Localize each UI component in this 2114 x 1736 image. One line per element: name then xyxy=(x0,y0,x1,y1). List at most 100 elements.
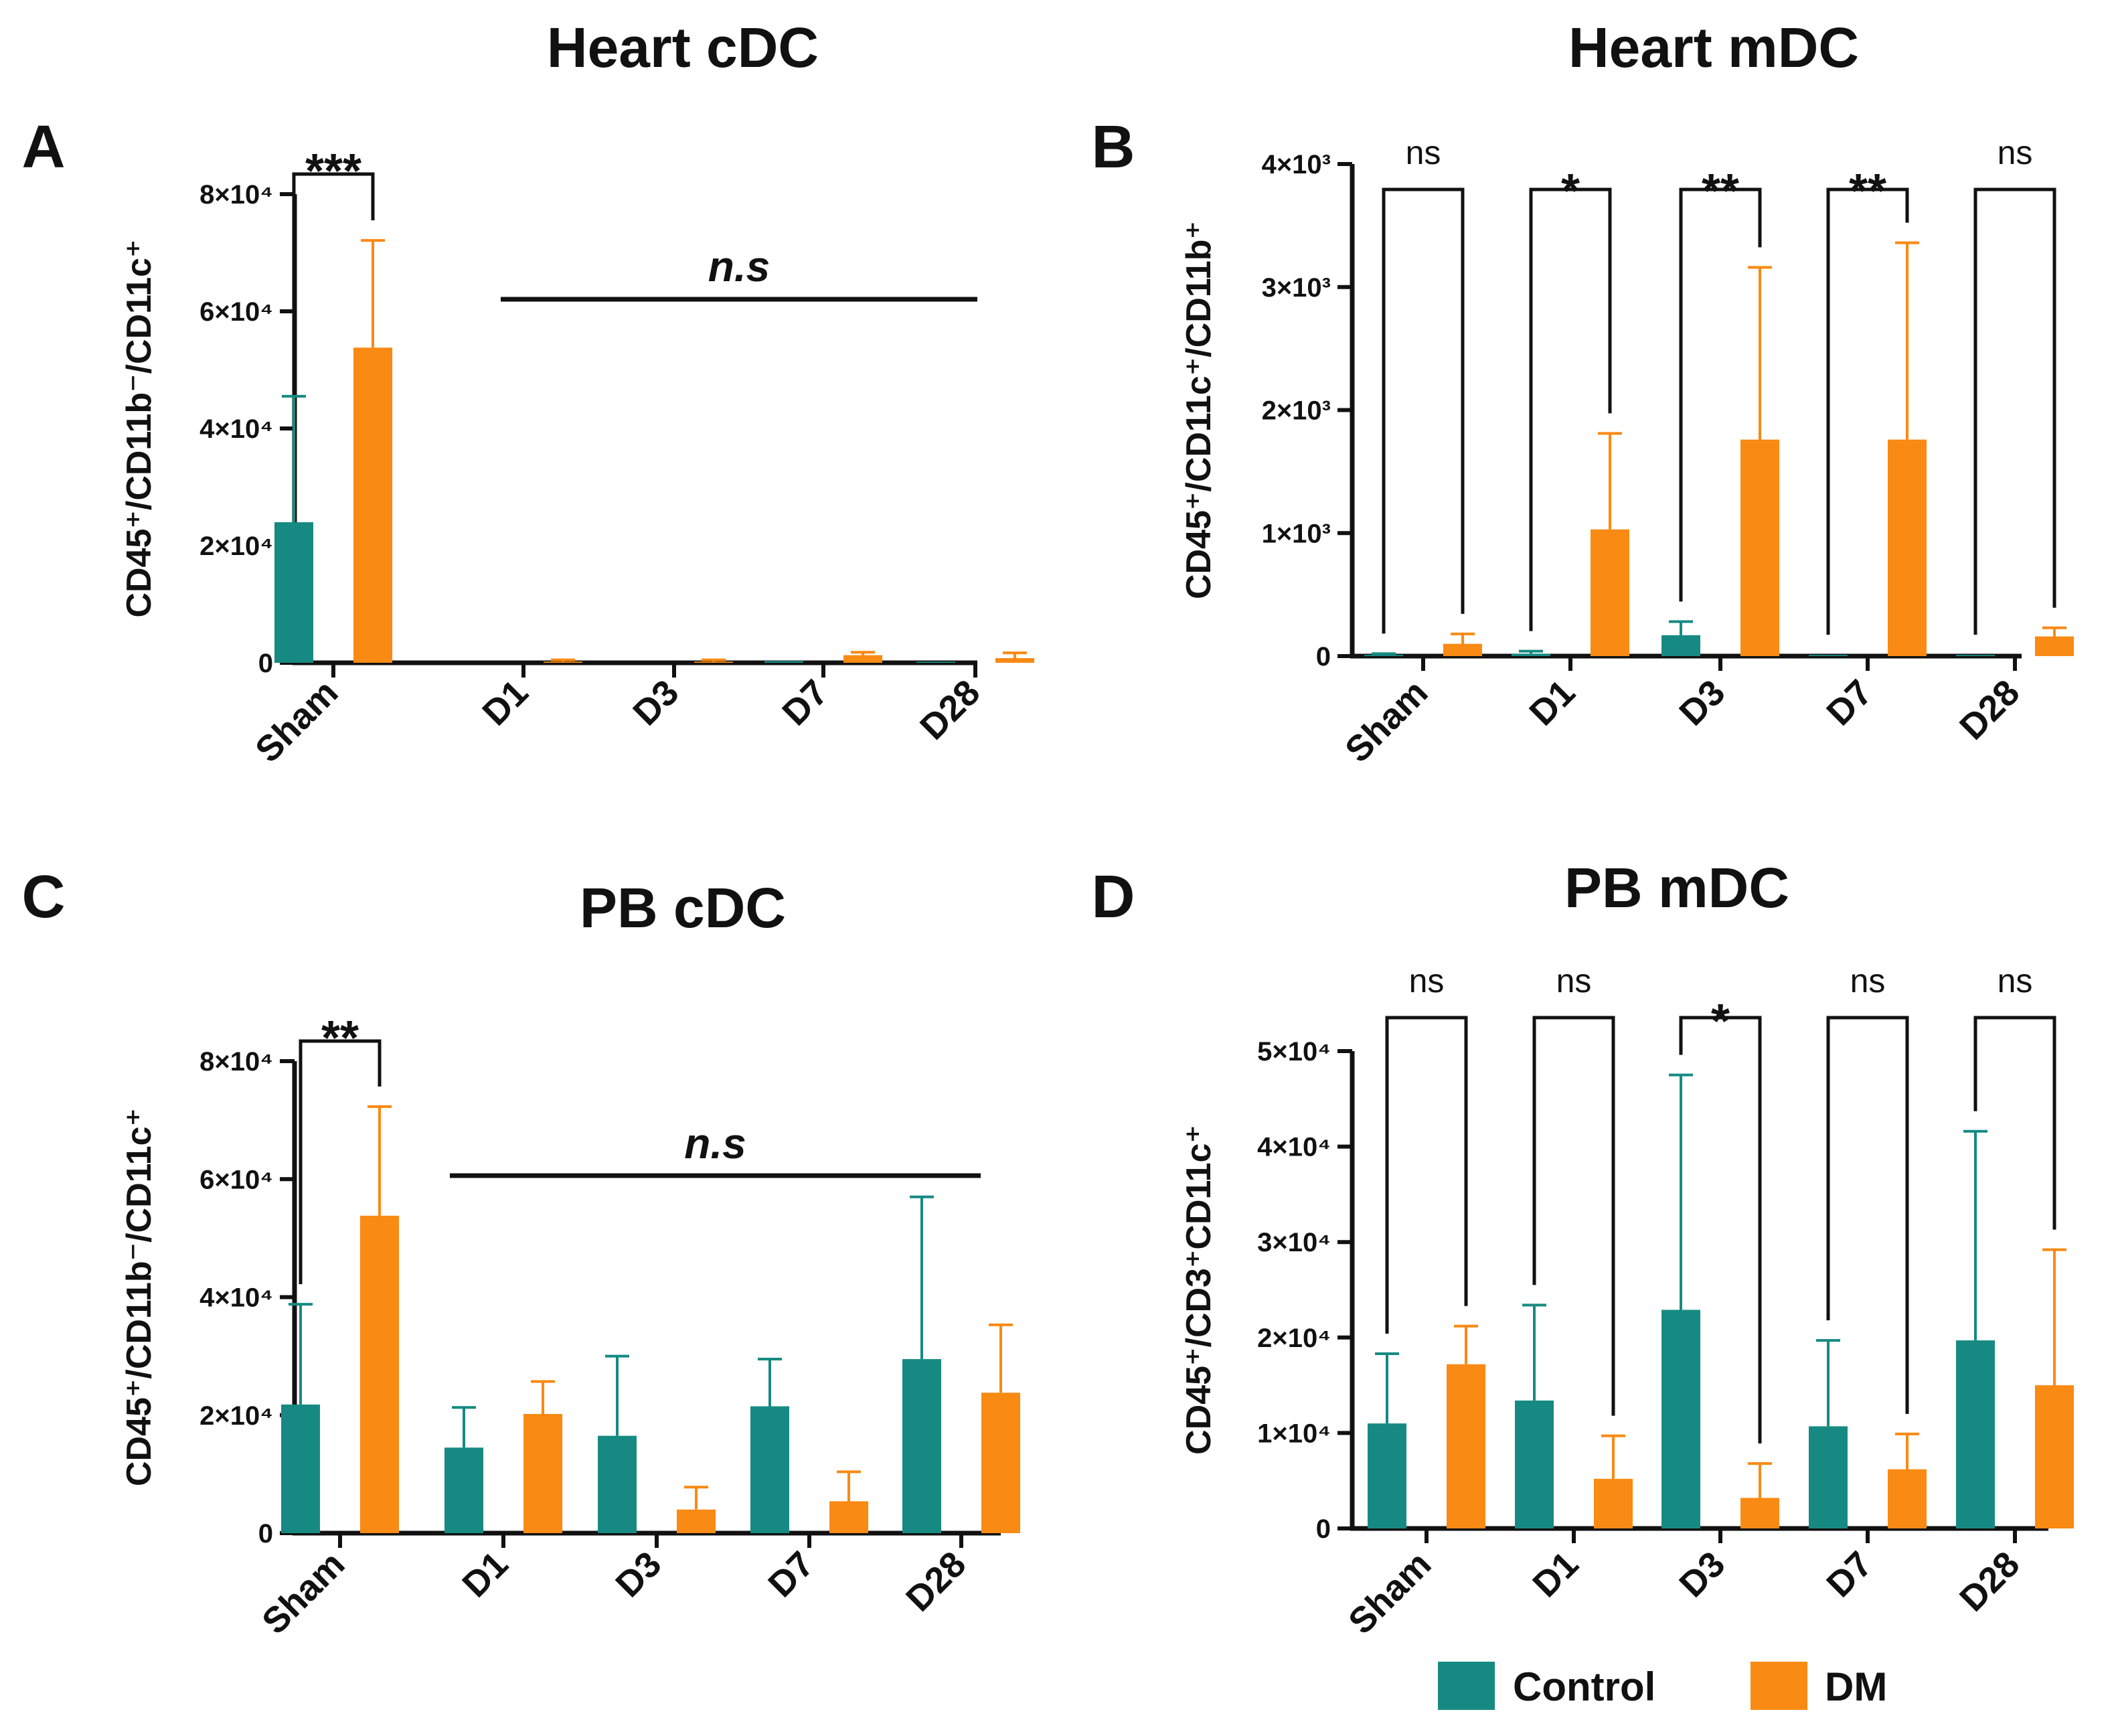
y-tick-label: 2×10⁴ xyxy=(1257,1324,1331,1353)
y-tick-label: 6×10⁴ xyxy=(199,1165,273,1194)
significance-bracket xyxy=(1973,187,2056,635)
bar-dm-sham xyxy=(360,1215,399,1533)
y-tick-label: 0 xyxy=(258,649,273,678)
bar-control-sham xyxy=(1364,655,1403,656)
x-tick-label: D1 xyxy=(1525,1544,1586,1605)
y-tick-label: 4×10⁴ xyxy=(199,414,273,444)
x-tick-label: D7 xyxy=(1819,1544,1880,1605)
significance-label: ** xyxy=(1849,165,1886,218)
chart-panel-a: A Heart cDC CD45⁺/CD11b⁻/CD11c⁺ 0 2×10⁴ 4×10⁴… xyxy=(22,16,1034,770)
y-tick-label: 8×10⁴ xyxy=(199,180,273,210)
panels-container: A Heart cDC CD45⁺/CD11b⁻/CD11c⁺ 0 2×10⁴ 4×10⁴… xyxy=(22,16,2074,1642)
bar-control-d3 xyxy=(1661,635,1700,656)
x-tick-label: D3 xyxy=(1672,1544,1732,1605)
ns-span-label: n.s xyxy=(684,1119,746,1168)
y-tick-label: 0 xyxy=(1316,642,1331,672)
significance-label: ns xyxy=(1850,962,1886,1000)
legend-label-dm: DM xyxy=(1825,1664,1887,1709)
bar-control-sham xyxy=(281,1404,320,1533)
significance-bracket xyxy=(1385,1016,1468,1334)
legend-swatch-dm xyxy=(1751,1662,1807,1710)
chart-panel-d: D PB mDC CD45⁺/CD3⁺CD11c⁺ 0 1×10⁴ 2×10⁴ 3×10⁴ 4… xyxy=(1092,856,2074,1642)
bar-dm-d3 xyxy=(1740,1498,1779,1528)
y-tick-label: 5×10⁴ xyxy=(1257,1037,1331,1067)
bar-control-d1 xyxy=(1512,653,1550,656)
bar-dm-sham xyxy=(1447,1364,1485,1528)
significance-label: * xyxy=(1711,995,1730,1048)
bar-control-sham xyxy=(1368,1423,1406,1528)
x-tick-label: D7 xyxy=(760,1544,821,1605)
significance-bracket xyxy=(299,1039,382,1285)
bar-control-sham xyxy=(274,522,313,663)
significance-label: *** xyxy=(305,145,361,198)
y-tick-label: 2×10⁴ xyxy=(199,1401,273,1431)
significance-label: ** xyxy=(1702,165,1739,218)
bar-control-d7 xyxy=(764,661,803,663)
x-tick-label: D7 xyxy=(1819,672,1880,733)
significance-label: ns xyxy=(1998,134,2033,171)
bar-control-d7 xyxy=(750,1406,789,1533)
significance-bracket xyxy=(1532,1016,1615,1416)
legend: Control DM xyxy=(1438,1662,1887,1710)
y-tick-label: 2×10³ xyxy=(1262,396,1331,426)
bar-dm-sham xyxy=(1443,643,1482,656)
bar-control-d28 xyxy=(916,661,955,663)
y-tick-label: 1×10⁴ xyxy=(1257,1419,1331,1448)
bar-control-d1 xyxy=(1515,1400,1554,1528)
x-tick-label: Sham xyxy=(254,1544,352,1642)
y-tick-label: 1×10³ xyxy=(1262,519,1331,548)
significance-label: ns xyxy=(1998,962,2033,1000)
chart-title: Heart mDC xyxy=(1568,16,1859,79)
significance-label: ns xyxy=(1556,962,1592,1000)
bar-dm-sham xyxy=(353,347,392,663)
legend-swatch-control xyxy=(1438,1662,1495,1710)
y-tick-label: 8×10⁴ xyxy=(199,1047,273,1077)
bar-dm-d1 xyxy=(544,661,582,663)
y-tick-label: 0 xyxy=(258,1519,273,1549)
significance-bracket xyxy=(1826,1016,1909,1414)
chart-title: Heart cDC xyxy=(547,16,819,79)
significance-bracket xyxy=(1382,187,1465,634)
x-tick-label: D28 xyxy=(898,1544,973,1619)
chart-panel-c: C PB cDC CD45⁺/CD11b⁻/CD11c⁺ 0 2×10⁴ 4×10⁴ 6×1… xyxy=(22,864,1020,1642)
bar-dm-d3 xyxy=(694,661,733,663)
x-tick-label: D1 xyxy=(475,672,536,733)
panel-letter: D xyxy=(1092,864,1135,931)
x-tick-label: D28 xyxy=(1952,672,2027,747)
bar-dm-d3 xyxy=(1740,439,1779,656)
panel-letter: C xyxy=(22,864,66,931)
x-tick-label: D1 xyxy=(1522,672,1582,733)
ns-span-label: n.s xyxy=(708,242,770,291)
x-tick-label: D3 xyxy=(608,1544,669,1605)
y-tick-label: 6×10⁴ xyxy=(199,297,273,327)
significance-label: ns xyxy=(1406,134,1441,171)
y-axis-label: CD45⁺/CD11b⁻/CD11c⁺ xyxy=(120,239,159,617)
significance-label: ns xyxy=(1409,962,1445,1000)
bar-control-d28 xyxy=(1956,1340,1995,1528)
significance-bracket xyxy=(1679,187,1762,602)
y-tick-label: 2×10⁴ xyxy=(199,532,273,561)
y-tick-label: 3×10³ xyxy=(1262,273,1331,303)
y-tick-label: 0 xyxy=(1316,1514,1331,1544)
bar-dm-d1 xyxy=(523,1413,562,1533)
x-tick-label: Sham xyxy=(248,672,345,770)
significance-bracket xyxy=(1973,1016,2056,1230)
chart-title: PB cDC xyxy=(580,876,786,939)
bar-dm-d7 xyxy=(1888,1469,1927,1528)
y-tick-label: 4×10⁴ xyxy=(199,1283,273,1313)
bar-control-d3 xyxy=(598,1435,637,1533)
significance-label: * xyxy=(1561,165,1580,218)
bar-dm-d3 xyxy=(677,1509,716,1533)
significance-bracket xyxy=(1826,187,1909,635)
bar-dm-d28 xyxy=(2035,636,2074,656)
significance-label: ** xyxy=(321,1012,359,1065)
x-tick-label: D3 xyxy=(1672,672,1732,733)
significance-bracket xyxy=(292,172,375,376)
bar-dm-d7 xyxy=(829,1501,868,1533)
x-tick-label: D1 xyxy=(455,1544,515,1605)
x-tick-label: Sham xyxy=(1337,672,1435,770)
x-tick-label: D28 xyxy=(1952,1544,2027,1619)
chart-panel-b: B Heart mDC CD45⁺/CD11c⁺/CD11b⁺ 0 1×10³ 2×10³… xyxy=(1092,16,2074,770)
x-tick-label: D28 xyxy=(912,672,987,747)
bar-control-d1 xyxy=(444,1447,483,1533)
